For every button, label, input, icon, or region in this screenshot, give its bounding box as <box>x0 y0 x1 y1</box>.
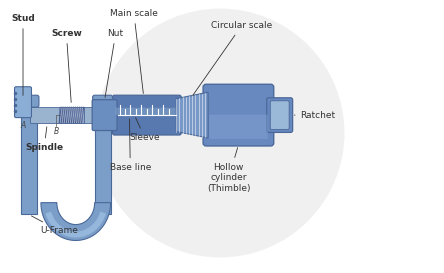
FancyBboxPatch shape <box>115 108 178 115</box>
Polygon shape <box>176 92 208 138</box>
Text: Screw: Screw <box>51 29 82 102</box>
Text: Nut: Nut <box>105 29 124 97</box>
FancyBboxPatch shape <box>270 101 289 129</box>
Circle shape <box>95 9 345 257</box>
FancyBboxPatch shape <box>93 95 113 107</box>
Text: B: B <box>53 127 59 136</box>
FancyBboxPatch shape <box>19 95 39 107</box>
FancyBboxPatch shape <box>203 84 274 146</box>
FancyBboxPatch shape <box>113 95 181 135</box>
Text: Sleeve: Sleeve <box>130 118 160 143</box>
FancyBboxPatch shape <box>267 98 293 132</box>
FancyBboxPatch shape <box>21 101 37 214</box>
Text: Hollow
cylinder
(Thimble): Hollow cylinder (Thimble) <box>207 148 250 193</box>
Text: U-Frame: U-Frame <box>32 216 78 235</box>
FancyBboxPatch shape <box>209 115 268 139</box>
FancyBboxPatch shape <box>59 107 83 123</box>
FancyBboxPatch shape <box>92 100 117 130</box>
Circle shape <box>95 9 345 257</box>
Text: Base line: Base line <box>110 119 151 172</box>
FancyBboxPatch shape <box>15 87 32 118</box>
FancyBboxPatch shape <box>95 101 111 214</box>
Text: Stud: Stud <box>11 14 35 96</box>
Text: Main scale: Main scale <box>110 9 158 93</box>
FancyBboxPatch shape <box>30 107 95 123</box>
Polygon shape <box>45 212 106 238</box>
Text: Circular scale: Circular scale <box>193 21 272 96</box>
Text: Spindle: Spindle <box>25 127 63 152</box>
Text: A: A <box>20 121 26 130</box>
Polygon shape <box>41 203 111 241</box>
Text: Ratchet: Ratchet <box>294 111 336 120</box>
